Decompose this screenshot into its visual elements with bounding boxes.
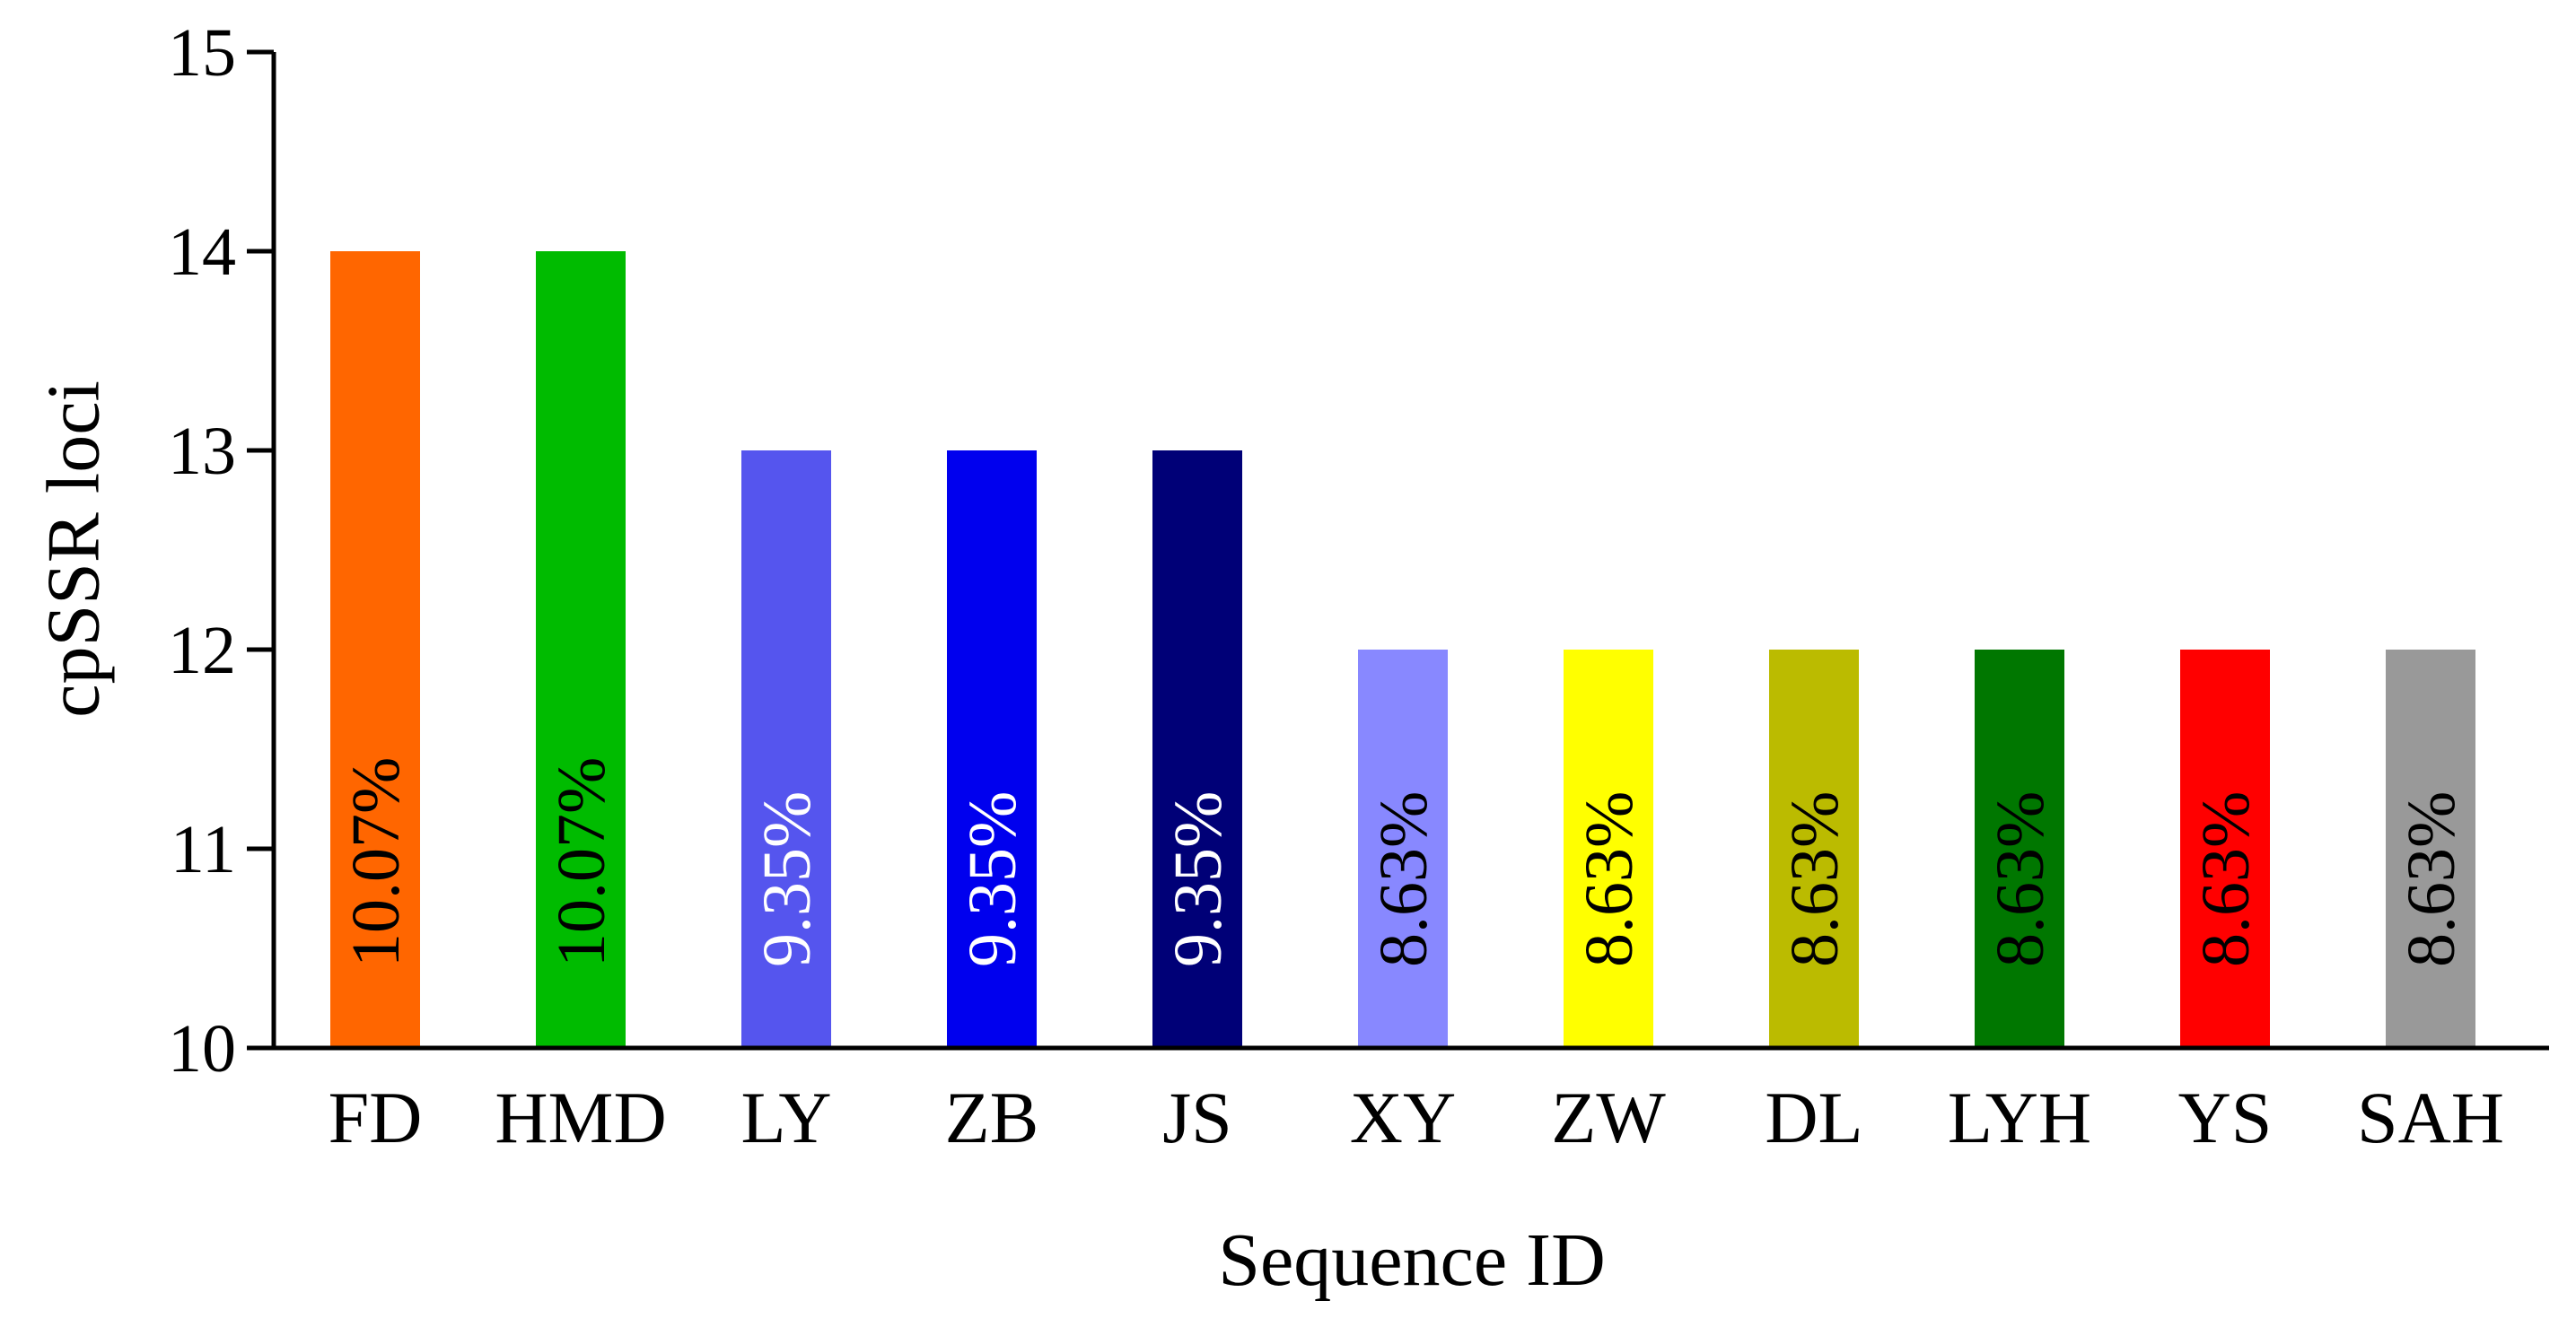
bar-data-label: 9.35% <box>955 791 1030 967</box>
x-tick-label: LY <box>740 1077 831 1158</box>
bar-data-label: 8.63% <box>1983 791 2058 967</box>
y-tick-label: 12 <box>168 613 236 688</box>
bar-data-label: 8.63% <box>1777 791 1853 967</box>
bar-data-label: 8.63% <box>2394 791 2469 967</box>
bar-data-label: 10.07% <box>544 757 619 967</box>
bar-sah <box>2386 650 2475 1048</box>
x-tick-label: ZB <box>945 1077 1039 1158</box>
bar-ly <box>741 450 831 1048</box>
x-tick-label: LYH <box>1948 1077 2091 1158</box>
bar-data-label: 8.63% <box>2188 791 2264 967</box>
bar-js <box>1152 450 1242 1048</box>
axes-group <box>271 52 2549 1051</box>
y-tick-label: 13 <box>168 414 236 489</box>
x-tick-label: SAH <box>2357 1077 2504 1158</box>
bar-dl <box>1769 650 1859 1048</box>
y-tick-label: 10 <box>168 1011 236 1087</box>
bar-data-label: 10.07% <box>338 757 414 967</box>
bar-lyh <box>1975 650 2064 1048</box>
x-tick-label: ZW <box>1551 1077 1666 1158</box>
bar-hmd <box>536 251 626 1048</box>
bar-data-label: 8.63% <box>1572 791 1647 967</box>
y-ticks-group: 10 11 12 13 14 15 <box>168 15 274 1087</box>
x-axis-title: Sequence ID <box>1218 1218 1605 1302</box>
bar-data-label: 9.35% <box>1161 791 1236 967</box>
x-tick-label: XY <box>1350 1077 1456 1158</box>
bar-xy <box>1358 650 1448 1048</box>
x-tick-label: JS <box>1162 1077 1232 1158</box>
x-tick-labels-group: FD HMD LY ZB JS XY ZW DL LYH YS SAH <box>329 1077 2504 1158</box>
y-tick-label: 15 <box>168 15 236 91</box>
x-tick-label: FD <box>329 1077 423 1158</box>
bar-fd <box>330 251 420 1048</box>
y-axis-title: cpSSR loci <box>31 380 115 718</box>
bar-ys <box>2180 650 2270 1048</box>
bar-zw <box>1564 650 1653 1048</box>
y-tick-label: 11 <box>171 812 236 887</box>
x-tick-label: YS <box>2178 1077 2273 1158</box>
x-tick-label: DL <box>1765 1077 1862 1158</box>
x-tick-label: HMD <box>495 1077 666 1158</box>
bar-data-label: 9.35% <box>749 791 825 967</box>
bar-data-label: 8.63% <box>1366 791 1441 967</box>
y-tick-label: 14 <box>168 214 236 290</box>
bars-group: 10.07% 10.07% 9.35% 9.35% 9.35% 8.63% 8.63% 8.6… <box>330 251 2475 1048</box>
bar-zb <box>947 450 1037 1048</box>
